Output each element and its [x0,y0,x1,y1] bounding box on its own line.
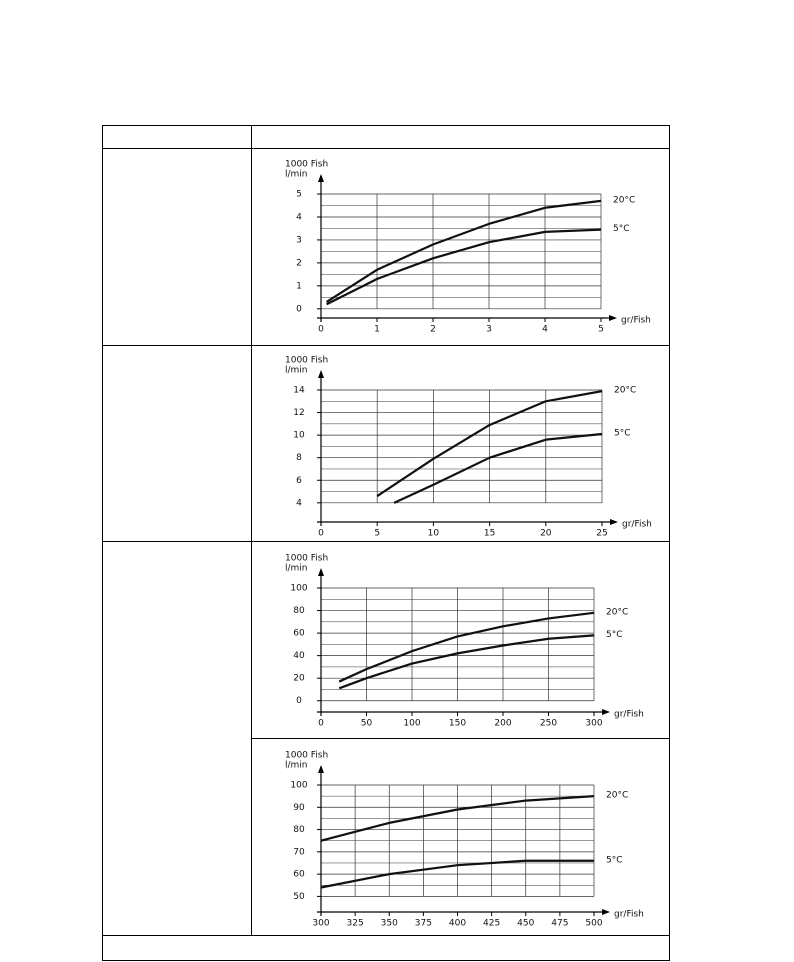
series-line [393,432,603,504]
x-tick-label: 50 [361,719,373,729]
y-tick-label: 6 [296,476,302,486]
x-axis-label: gr/Fish [622,520,652,530]
series-line [376,390,603,497]
x-axis-arrow [602,909,610,915]
x-tick-label: 5 [598,325,604,335]
y-tick-label: 5 [296,190,302,200]
x-axis-arrow [609,315,617,321]
series-line [320,859,594,889]
y-tick-label: 60 [293,870,305,880]
x-tick-label: 4 [542,325,548,335]
x-tick-label: 425 [483,919,500,929]
x-tick-label: 475 [551,919,568,929]
y-tick-label: 2 [296,258,302,268]
x-tick-label: 0 [318,719,324,729]
y-tick-label: 40 [293,651,305,661]
x-tick-label: 1 [374,325,380,335]
y-axis-unit: l/min [285,564,308,574]
y-tick-label: 3 [296,235,302,245]
y-tick-label: 8 [296,453,302,463]
x-axis-label: gr/Fish [614,710,644,720]
y-tick-label: 0 [296,304,302,314]
x-tick-label: 350 [381,919,398,929]
x-tick-label: 0 [318,325,324,335]
y-axis-label: 1000 Fish [285,554,328,564]
x-tick-label: 500 [585,919,602,929]
y-tick-label: 80 [293,606,305,616]
y-tick-label: 12 [293,408,304,418]
series-label: 20°C [613,195,635,205]
y-axis-unit: l/min [285,366,308,376]
y-axis-label: 1000 Fish [285,751,328,761]
table [102,125,670,961]
x-tick-label: 250 [540,719,557,729]
series-line [326,199,602,303]
y-tick-label: 10 [293,431,305,441]
y-axis-unit: l/min [285,761,308,771]
series-label: 20°C [614,386,636,396]
series-line [326,228,602,306]
y-tick-label: 80 [293,825,305,835]
x-axis-arrow [610,519,618,525]
y-axis-arrow [318,370,324,378]
y-tick-label: 1 [296,281,302,291]
x-tick-label: 20 [540,529,552,539]
x-tick-label: 300 [312,919,329,929]
series-label: 5°C [614,429,631,439]
y-axis-label: 1000 Fish [285,356,328,366]
y-axis-arrow [318,765,324,773]
y-tick-label: 100 [290,781,307,791]
y-axis-unit: l/min [285,170,308,180]
y-tick-label: 20 [293,674,305,684]
x-tick-label: 15 [484,529,495,539]
x-tick-label: 0 [318,529,324,539]
x-axis-label: gr/Fish [614,910,644,920]
x-tick-label: 2 [430,325,436,335]
y-axis-arrow [318,568,324,576]
series-line [320,795,595,842]
y-tick-label: 60 [293,629,305,639]
y-tick-label: 0 [296,696,302,706]
y-axis-label: 1000 Fish [285,160,328,170]
x-tick-label: 5 [374,529,380,539]
x-tick-label: 375 [415,919,432,929]
y-axis-arrow [318,174,324,182]
x-tick-label: 10 [428,529,440,539]
x-tick-label: 300 [585,719,602,729]
series-line [338,611,595,683]
y-tick-label: 14 [293,386,305,396]
x-tick-label: 150 [449,719,466,729]
x-tick-label: 200 [494,719,511,729]
y-tick-label: 90 [293,803,305,813]
series-label: 5°C [613,224,630,234]
y-tick-label: 4 [296,212,302,222]
x-tick-label: 100 [403,719,420,729]
y-tick-label: 4 [296,498,302,508]
x-tick-label: 25 [596,529,607,539]
x-axis-arrow [602,709,610,715]
y-tick-label: 100 [290,584,307,594]
x-tick-label: 3 [486,325,492,335]
y-tick-label: 50 [293,892,305,902]
series-label: 5°C [606,855,623,865]
series-label: 5°C [606,630,623,640]
y-tick-label: 70 [293,847,305,857]
x-axis-label: gr/Fish [621,316,651,326]
series-line [338,634,595,690]
x-tick-label: 400 [449,919,466,929]
series-label: 20°C [606,607,628,617]
series-label: 20°C [606,791,628,801]
x-tick-label: 325 [347,919,364,929]
x-tick-label: 450 [517,919,534,929]
table-border [102,125,670,961]
